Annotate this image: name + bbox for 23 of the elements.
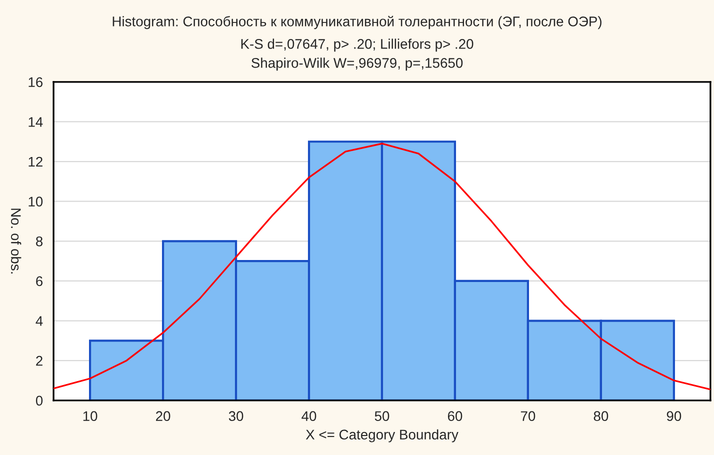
x-tick-label: 70 [520,411,536,422]
y-tick-label: 4 [36,316,43,326]
y-tick-label: 2 [36,356,42,366]
x-tick-label: 30 [228,411,244,422]
chart-subtitle: K-S d=,07647, p> .20; Lilliefors p> .20 Shapiro-Wilk W=,96979, p=,15650 [241,38,474,71]
y-tick-label: 16 [28,77,43,88]
y-tick-label: 6 [36,276,43,286]
x-tick-label: 10 [83,411,98,422]
x-tick-label: 40 [302,411,316,422]
x-tick-label: 80 [594,411,608,422]
x-tick-label: 90 [666,411,682,422]
y-tick-label: 8 [36,236,43,246]
y-tick-label: 10 [28,196,43,207]
y-tick-label: 12 [28,156,42,167]
y-tick-label: 0 [36,396,43,406]
x-tick-label: 20 [156,411,170,422]
line-series [54,142,710,390]
x-tick-label: 60 [448,411,462,422]
y-tick-label: 14 [28,117,43,127]
chart-title: Histogram: Способность к коммуникативной толерантности (ЭГ, после ОЭР) [112,16,602,30]
y-axis-title: No. of obs. [10,208,22,274]
x-axis-title: X <= Category Boundary [306,429,458,442]
x-tick-label: 50 [374,411,390,422]
